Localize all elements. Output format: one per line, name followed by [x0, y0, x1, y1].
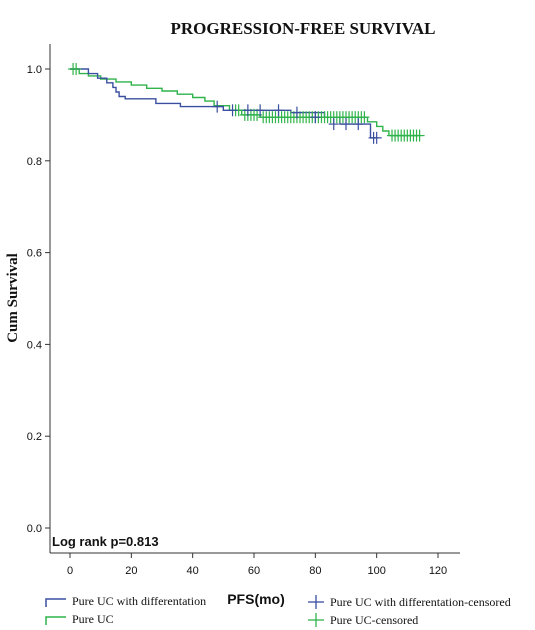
- legend-item-pure-uc-diff-censored: Pure UC with differentation-censored: [307, 594, 511, 610]
- y-tick-label: 0.6: [27, 248, 42, 260]
- legend-item-pure-uc-diff: Pure UC with differentation: [45, 594, 206, 609]
- censor-mark: [310, 111, 321, 124]
- log-rank-annotation: Log rank p=0.813: [52, 534, 159, 549]
- y-tick-label: 0.0: [27, 523, 42, 535]
- y-axis-label: Cum Survival: [5, 253, 21, 343]
- axes: [49, 44, 460, 554]
- legend-label: Pure UC with differentation-censored: [330, 594, 511, 609]
- legend-label: Pure UC: [72, 612, 114, 626]
- x-tick-label: 100: [367, 565, 385, 577]
- survival-lines: [70, 68, 420, 139]
- chart-title: PROGRESSION-FREE SURVIVAL: [170, 19, 435, 38]
- censor-mark: [359, 111, 370, 124]
- censor-mark: [371, 131, 382, 144]
- y-tick-label: 0.2: [27, 431, 42, 443]
- x-tick-label: 40: [187, 565, 199, 577]
- y-tick-label: 1.0: [27, 64, 42, 76]
- y-tick-label: 0.8: [27, 156, 42, 168]
- censor-mark: [273, 104, 284, 117]
- x-tick-label: 0: [67, 565, 73, 577]
- x-tick-label: 20: [125, 565, 137, 577]
- censor-mark: [353, 118, 364, 131]
- legend-swatch-blue-line: [45, 597, 66, 607]
- censor-mark: [341, 118, 351, 131]
- legend-label: Pure UC with differentation: [72, 594, 207, 608]
- censor-mark: [291, 106, 302, 119]
- legend-item-pure-uc-censored: Pure UC-censored: [307, 612, 418, 628]
- legend-label: Pure UC-censored: [330, 612, 419, 627]
- tick-labels: 0.0 0.2 0.4 0.6 0.8 1.0 0 20 40 60 80 100 120: [27, 64, 447, 577]
- x-tick-label: 60: [248, 565, 260, 577]
- y-tick-label: 0.4: [27, 339, 42, 351]
- legend-swatch-blue-cross: [308, 595, 324, 609]
- censor-mark: [414, 129, 425, 142]
- survival-line-pure-uc: [70, 68, 420, 137]
- legend-item-pure-uc: Pure UC: [45, 612, 114, 627]
- x-tick-label: 80: [309, 565, 321, 577]
- x-axis-label: PFS(mo): [227, 591, 285, 607]
- censor-mark: [255, 104, 266, 117]
- censor-mark: [227, 104, 238, 117]
- legend-swatch-green-cross: [308, 613, 324, 627]
- censor-mark: [71, 63, 82, 75]
- legend-swatch-green-line: [45, 615, 66, 625]
- censor-marks: [68, 63, 425, 144]
- censor-mark: [212, 100, 223, 113]
- censor-mark: [328, 118, 339, 131]
- censor-mark: [242, 104, 253, 117]
- x-tick-label: 120: [429, 565, 447, 577]
